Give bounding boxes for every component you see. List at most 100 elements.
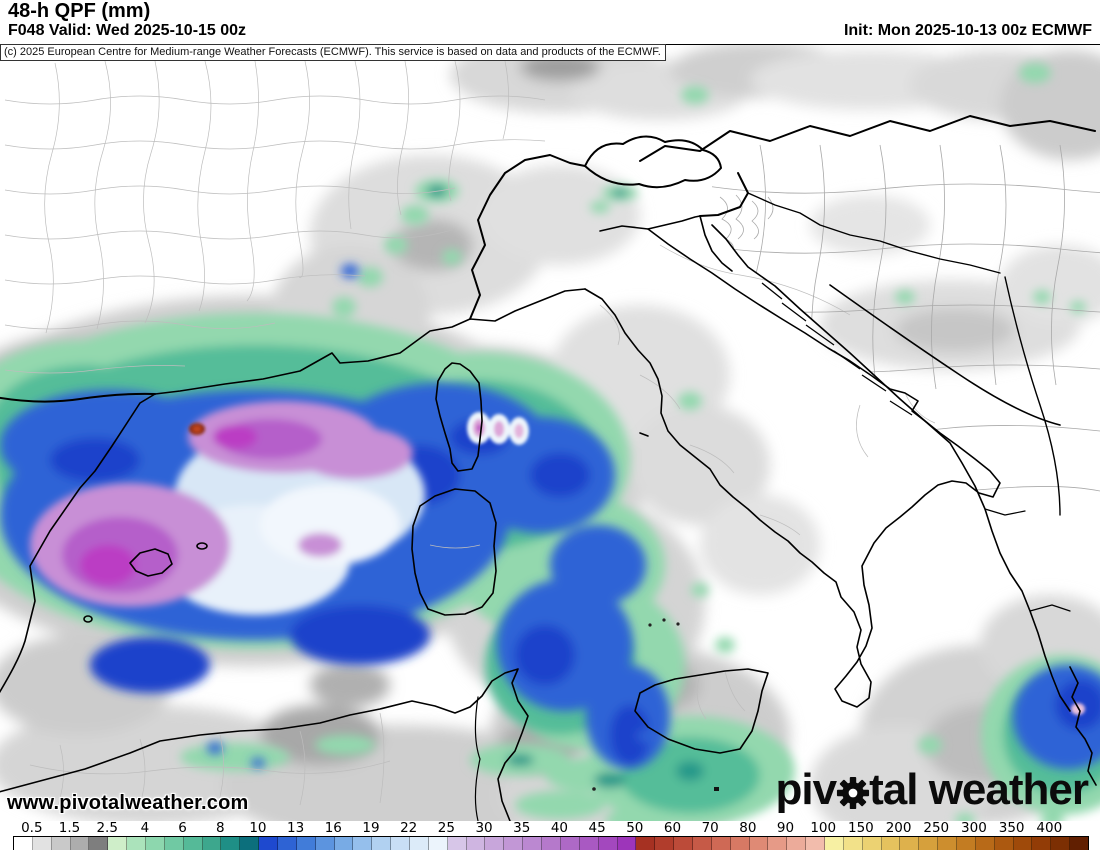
logo-text-part1: piv [775, 765, 838, 814]
init-time-label: Init: Mon 2025-10-13 00z ECMWF [843, 22, 1092, 39]
border-tunisia-algeria [474, 696, 481, 821]
gear-icon [837, 776, 870, 810]
colorbar-tick-label: 30 [475, 820, 493, 836]
border-alps-france-italy [469, 154, 586, 320]
colorbar-cell [692, 837, 712, 850]
coast-ibiza [83, 615, 93, 623]
colorbar-cell [900, 837, 920, 850]
colorbar-tick-label: 350 [998, 820, 1025, 836]
map-svg [0, 45, 1100, 821]
watermark-url: www.pivotalweather.com [7, 792, 249, 814]
valid-time-label: F048 Valid: Wed 2025-10-15 00z [8, 22, 247, 39]
island-pantelleria [592, 787, 596, 791]
colorbar-cell [919, 837, 939, 850]
border-austria [639, 115, 1096, 162]
colorbar-cell [259, 837, 279, 850]
colorbar-tick-label: 60 [663, 820, 682, 836]
colorbar-tick-label: 300 [961, 820, 987, 836]
colorbar-cell [504, 837, 524, 850]
colorbar-labels: 0.5 1.5 2.5 4 6 8 10 13 16 19 22 25 30 35 40 45 50 60 70 80… [13, 820, 1087, 836]
colorbar-cell [787, 837, 807, 850]
colorbar-cell [749, 837, 769, 850]
colorbar-cell [730, 837, 750, 850]
colorbar-cell [372, 837, 392, 850]
colorbar-tick-label: 50 [626, 820, 644, 836]
logo-text-part2: tal weather [869, 765, 1089, 814]
colorbar-cell [391, 837, 411, 850]
colorbar-cell [1032, 837, 1052, 850]
border-switzerland [584, 135, 722, 189]
colorbar-tick-label: 6 [178, 820, 187, 836]
colorbar-cell [806, 837, 825, 850]
colorbar-tick-label: 35 [513, 820, 531, 836]
colorbar-cell [636, 837, 656, 850]
coast-sardinia [411, 488, 497, 616]
forecast-map [0, 44, 1100, 821]
copyright-notice: (c) 2025 European Centre for Medium-rang… [0, 44, 666, 61]
coast-sicily [634, 668, 769, 754]
colorbar-tick-label: 45 [588, 820, 606, 836]
coast-spain-france [0, 288, 586, 694]
colorbar-cell [108, 837, 128, 850]
precip-heavy-core-layer [30, 401, 425, 615]
border-albania [984, 508, 1071, 612]
colorbar-swatches [13, 836, 1089, 850]
precip-extreme-spots [189, 412, 1085, 715]
colorbar-cell [843, 837, 863, 850]
coast-istria-croatia [711, 224, 1071, 712]
coast-corsica [435, 362, 483, 472]
colorbar-cell [938, 837, 957, 850]
colorbar-tick-label: 250 [923, 820, 950, 836]
colorbar-cell [824, 837, 844, 850]
colorbar-cell [579, 837, 599, 850]
colorbar-cell [1070, 837, 1088, 850]
colorbar-tick-label: 90 [776, 820, 795, 836]
colorbar-tick-label: 150 [848, 820, 874, 836]
coast-venice-trieste [647, 215, 701, 230]
colorbar-cell [862, 837, 882, 850]
coast-north-africa [0, 668, 529, 821]
colorbar-cell [956, 837, 976, 850]
colorbar-tick-label: 70 [701, 820, 719, 836]
colorbar-cell [768, 837, 788, 850]
colorbar-cell [674, 837, 693, 850]
admin-borders [4, 60, 936, 806]
colorbar-tick-label: 10 [249, 820, 267, 836]
colorbar-tick-label: 13 [287, 820, 305, 836]
colorbar-cell [183, 837, 203, 850]
border-serbia [1004, 276, 1061, 516]
pivotal-weather-logo: piv tal weather [775, 765, 1089, 814]
colorbar-cell [32, 837, 52, 850]
page-title: 48-h QPF (mm) [8, 0, 151, 22]
colorbar-tick-label: 25 [437, 820, 455, 836]
colorbar-cell [315, 837, 335, 850]
coastlines [0, 215, 1097, 821]
border-pyrenees [0, 392, 156, 403]
border-bosnia [829, 284, 1061, 426]
colorbar-cell [975, 837, 995, 850]
colorbar-cell [655, 837, 675, 850]
colorbar-cell [296, 837, 316, 850]
coast-menorca [196, 542, 208, 550]
colorbar-cell [466, 837, 486, 850]
colorbar-tick-label: 8 [215, 820, 225, 836]
small-islands [592, 282, 913, 791]
colorbar-cell [334, 837, 354, 850]
colorbar-tick-label: 19 [362, 820, 380, 836]
colorbar-cell [428, 837, 448, 850]
colorbar-cell [240, 837, 260, 850]
colorbar-cell [1013, 837, 1033, 850]
colorbar-tick-label: 16 [324, 820, 342, 836]
colorbar-tick-label: 1.5 [58, 820, 81, 836]
colorbar-cell [164, 837, 184, 850]
colorbar-cell [89, 837, 109, 850]
colorbar-cell [617, 837, 637, 850]
colorbar-cell [221, 837, 241, 850]
colorbar-cell [410, 837, 429, 850]
colorbar-cell [542, 837, 561, 850]
colorbar-cell [1051, 837, 1071, 850]
colorbar-tick-label: 200 [885, 820, 912, 836]
coast-elba [639, 432, 649, 437]
colorbar-cell [598, 837, 618, 850]
